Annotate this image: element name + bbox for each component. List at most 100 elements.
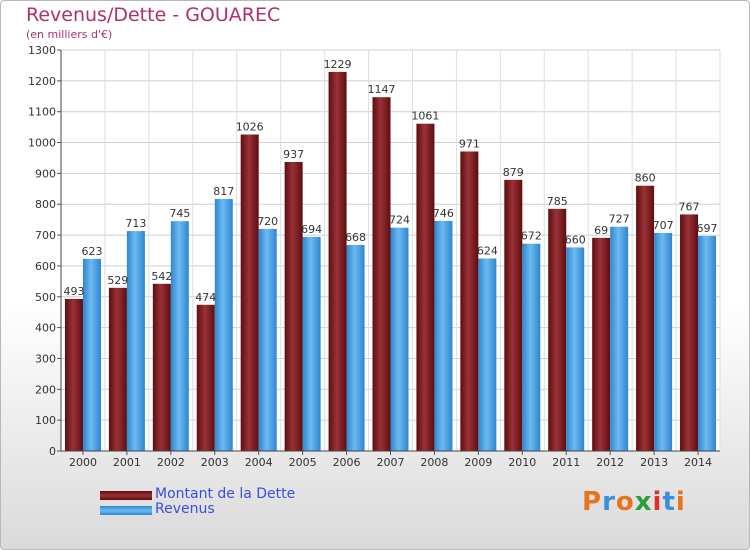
y-tick-label: 1100 bbox=[28, 106, 56, 119]
x-tick-label: 2008 bbox=[420, 456, 448, 469]
x-tick-label: 2013 bbox=[640, 456, 668, 469]
bar-revenue bbox=[126, 231, 145, 451]
bar-debt bbox=[284, 161, 303, 451]
logo-letter: o bbox=[615, 487, 635, 517]
data-label-revenue: 623 bbox=[81, 245, 102, 258]
bar-revenue bbox=[390, 227, 409, 451]
bar-revenue bbox=[214, 198, 233, 451]
x-tick-label: 2007 bbox=[377, 456, 405, 469]
x-tick-label: 2009 bbox=[464, 456, 492, 469]
data-label-debt: 971 bbox=[459, 137, 480, 150]
x-tick-label: 2012 bbox=[596, 456, 624, 469]
bar-debt bbox=[372, 97, 391, 452]
y-tick-label: 500 bbox=[35, 291, 56, 304]
y-tick-label: 400 bbox=[35, 322, 56, 335]
data-label-revenue: 672 bbox=[521, 230, 542, 243]
data-label-revenue: 817 bbox=[213, 185, 234, 198]
y-tick-label: 1000 bbox=[28, 137, 56, 150]
data-label-revenue: 724 bbox=[389, 214, 410, 227]
bar-debt bbox=[548, 208, 567, 451]
logo-letter: i bbox=[675, 487, 686, 517]
y-tick-label: 1200 bbox=[28, 75, 56, 88]
y-tick-label: 800 bbox=[35, 198, 56, 211]
bar-debt bbox=[240, 134, 259, 451]
chart-title: Revenus/Dette - GOUAREC bbox=[26, 4, 281, 26]
data-label-debt: 860 bbox=[635, 172, 656, 185]
x-tick-label: 2002 bbox=[157, 456, 185, 469]
y-tick-label: 600 bbox=[35, 260, 56, 273]
data-label-revenue: 727 bbox=[609, 213, 630, 226]
data-label-debt: 1147 bbox=[368, 83, 396, 96]
bars bbox=[64, 71, 717, 452]
bar-debt bbox=[592, 237, 611, 451]
data-label-revenue: 668 bbox=[345, 231, 366, 244]
bar-debt bbox=[680, 214, 699, 451]
data-label-revenue: 660 bbox=[565, 233, 586, 246]
logo-letter: i bbox=[652, 487, 663, 517]
bar-revenue bbox=[434, 220, 453, 451]
x-tick-label: 2014 bbox=[684, 456, 712, 469]
data-label-debt: 785 bbox=[547, 195, 568, 208]
data-label-debt: 474 bbox=[195, 291, 216, 304]
bar-revenue bbox=[478, 258, 497, 451]
bar-debt bbox=[108, 287, 127, 451]
logo-letter: x bbox=[634, 487, 653, 517]
y-tick-label: 900 bbox=[35, 167, 56, 180]
data-label-debt: 493 bbox=[63, 285, 84, 298]
bar-revenue bbox=[346, 244, 365, 451]
x-tick-label: 2001 bbox=[113, 456, 141, 469]
x-tick-label: 2005 bbox=[289, 456, 317, 469]
data-label-debt: 879 bbox=[503, 166, 524, 179]
y-tick-label: 100 bbox=[35, 414, 56, 427]
axes: 0 100 200 300 400 500 600 700 800 900 1000 1100 1200… bbox=[28, 44, 720, 469]
y-tick-label: 700 bbox=[35, 229, 56, 242]
bar-debt bbox=[64, 298, 83, 451]
legend-label-revenue: Revenus bbox=[155, 501, 215, 517]
chart-subtitle: (en milliers d'€) bbox=[26, 28, 113, 41]
data-label-revenue: 746 bbox=[433, 207, 454, 220]
legend-label-debt: Montant de la Dette bbox=[155, 486, 296, 502]
bar-revenue bbox=[170, 221, 189, 451]
data-label-debt: 767 bbox=[679, 200, 700, 213]
bar-revenue bbox=[522, 243, 541, 451]
data-labels: 493 623 529 713 542 745 474 817 1026 720 937 694 122… bbox=[63, 58, 717, 304]
data-label-revenue: 694 bbox=[301, 223, 322, 236]
x-tick-label: 2000 bbox=[69, 456, 97, 469]
legend-swatch-debt bbox=[100, 491, 152, 500]
x-tick-label: 2011 bbox=[552, 456, 580, 469]
bar-revenue bbox=[610, 226, 629, 451]
bar-debt bbox=[328, 71, 347, 452]
y-tick-label: 0 bbox=[49, 445, 56, 458]
logo-letter: t bbox=[662, 487, 676, 517]
data-label-debt: 1061 bbox=[411, 110, 439, 123]
bar-debt bbox=[460, 151, 479, 452]
data-label-debt: 937 bbox=[283, 148, 304, 161]
data-label-revenue: 745 bbox=[169, 207, 190, 220]
bar-revenue bbox=[258, 228, 277, 451]
bar-revenue bbox=[82, 258, 101, 451]
x-tick-label: 2010 bbox=[508, 456, 536, 469]
data-label-debt: 1026 bbox=[236, 121, 264, 134]
bar-revenue bbox=[698, 236, 717, 451]
bar-debt bbox=[636, 185, 655, 451]
y-tick-label: 1300 bbox=[28, 44, 56, 57]
bar-revenue bbox=[654, 232, 673, 451]
data-label-revenue: 707 bbox=[653, 219, 674, 232]
legend-swatch-revenue bbox=[100, 506, 152, 515]
x-tick-label: 2004 bbox=[245, 456, 273, 469]
proxiti-logo: Proxiti bbox=[582, 487, 686, 517]
data-label-revenue: 720 bbox=[257, 215, 278, 228]
y-tick-label: 200 bbox=[35, 383, 56, 396]
data-label-debt: 529 bbox=[107, 274, 128, 287]
bar-debt bbox=[196, 304, 215, 451]
bar-debt bbox=[504, 179, 523, 451]
logo-letter: P bbox=[582, 487, 603, 517]
bar-debt bbox=[416, 123, 435, 452]
bar-revenue bbox=[566, 247, 585, 451]
x-tick-label: 2003 bbox=[201, 456, 229, 469]
data-label-revenue: 713 bbox=[125, 217, 146, 230]
y-tick-label: 300 bbox=[35, 352, 56, 365]
x-tick-label: 2006 bbox=[333, 456, 361, 469]
data-label-debt: 542 bbox=[151, 270, 172, 283]
